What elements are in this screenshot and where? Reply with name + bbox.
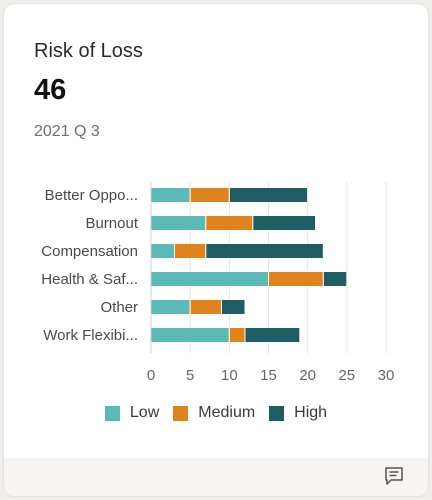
legend-label: Medium xyxy=(198,404,256,421)
legend-item-high[interactable]: High xyxy=(269,404,327,422)
category-label: Work Flexibi... xyxy=(43,327,138,344)
bar-low xyxy=(150,299,191,315)
legend-label: High xyxy=(294,404,328,421)
legend-swatch xyxy=(173,405,189,421)
bar-low xyxy=(150,243,175,259)
risk-of-loss-card: Risk of Loss 46 2021 Q 3 0 5 10 15 20 25 30 Bet… xyxy=(4,4,428,496)
bar-high xyxy=(205,243,324,259)
legend-swatch xyxy=(269,405,285,421)
bar-low xyxy=(150,327,230,343)
x-tick-label: 25 xyxy=(338,367,355,384)
stacked-bar-chart: 0 5 10 15 20 25 30 Better Oppo... Burnout Compens… xyxy=(41,182,395,384)
legend-label: Low xyxy=(129,404,160,421)
bar-high xyxy=(322,271,348,287)
x-tick-label: 15 xyxy=(260,367,277,384)
x-tick-label: 0 xyxy=(147,367,155,384)
category-label: Health & Saf... xyxy=(41,271,138,288)
x-tick-label: 20 xyxy=(299,367,316,384)
period-label: 2021 Q 3 xyxy=(34,123,100,140)
bar-low xyxy=(150,271,269,287)
bar-medium xyxy=(205,215,254,231)
card-footer xyxy=(4,458,428,496)
bar-medium xyxy=(267,271,324,287)
category-label: Compensation xyxy=(41,243,138,260)
bar-medium xyxy=(189,299,222,315)
chart-legend: Low Medium High xyxy=(4,404,428,422)
legend-item-low[interactable]: Low xyxy=(104,404,160,422)
bar-medium xyxy=(189,187,230,203)
category-label: Other xyxy=(100,299,138,316)
card-title: Risk of Loss xyxy=(34,40,143,62)
bar-high xyxy=(244,327,301,343)
bar-medium xyxy=(228,327,246,343)
metric-value: 46 xyxy=(34,74,67,106)
category-label: Better Oppo... xyxy=(45,187,138,204)
bar-low xyxy=(150,215,207,231)
x-tick-label: 5 xyxy=(186,367,194,384)
x-tick-label: 30 xyxy=(378,367,395,384)
category-label: Burnout xyxy=(85,215,138,232)
comment-icon[interactable] xyxy=(384,466,404,486)
x-tick-label: 10 xyxy=(221,367,238,384)
bar-low xyxy=(150,187,191,203)
bar-high xyxy=(220,299,246,315)
bar-medium xyxy=(173,243,207,259)
legend-item-medium[interactable]: Medium xyxy=(173,404,255,422)
bar-high xyxy=(228,187,309,203)
bar-high xyxy=(252,215,316,231)
legend-swatch xyxy=(104,405,120,421)
